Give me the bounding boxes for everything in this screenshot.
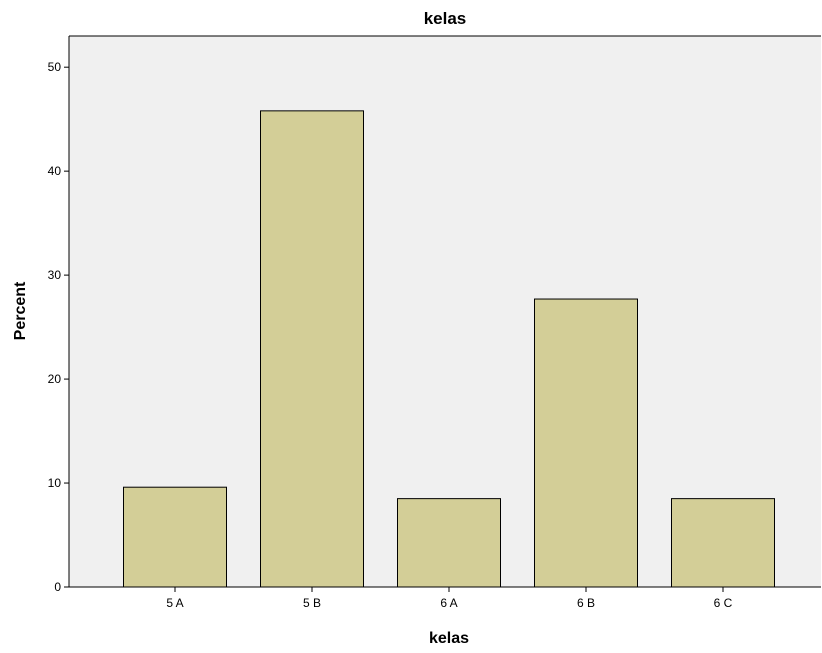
y-tick-label: 20 — [48, 372, 62, 386]
bar-5-b — [260, 110, 364, 588]
bar-6-c — [671, 498, 775, 588]
x-tick-label: 6 C — [714, 596, 733, 610]
chart-title: kelas — [424, 9, 467, 28]
x-tick-label: 5 A — [166, 596, 183, 610]
bars — [123, 110, 775, 588]
y-axis-ticks: 0 10 20 30 40 50 — [48, 60, 69, 594]
y-tick-label: 30 — [48, 268, 62, 282]
bar-6-b — [534, 298, 638, 588]
y-tick-label: 40 — [48, 164, 62, 178]
y-tick-label: 10 — [48, 476, 62, 490]
y-tick-label: 0 — [54, 580, 61, 594]
y-tick-label: 50 — [48, 60, 62, 74]
x-tick-label: 6 A — [440, 596, 457, 610]
y-axis-title: Percent — [12, 281, 29, 340]
bar-5-a — [123, 486, 227, 588]
x-tick-label: 6 B — [577, 596, 595, 610]
bar-6-a — [397, 498, 501, 588]
x-tick-label: 5 B — [303, 596, 321, 610]
x-axis-title: kelas — [429, 630, 469, 647]
x-axis-ticks: 5 A 5 B 6 A 6 B 6 C — [166, 587, 733, 610]
